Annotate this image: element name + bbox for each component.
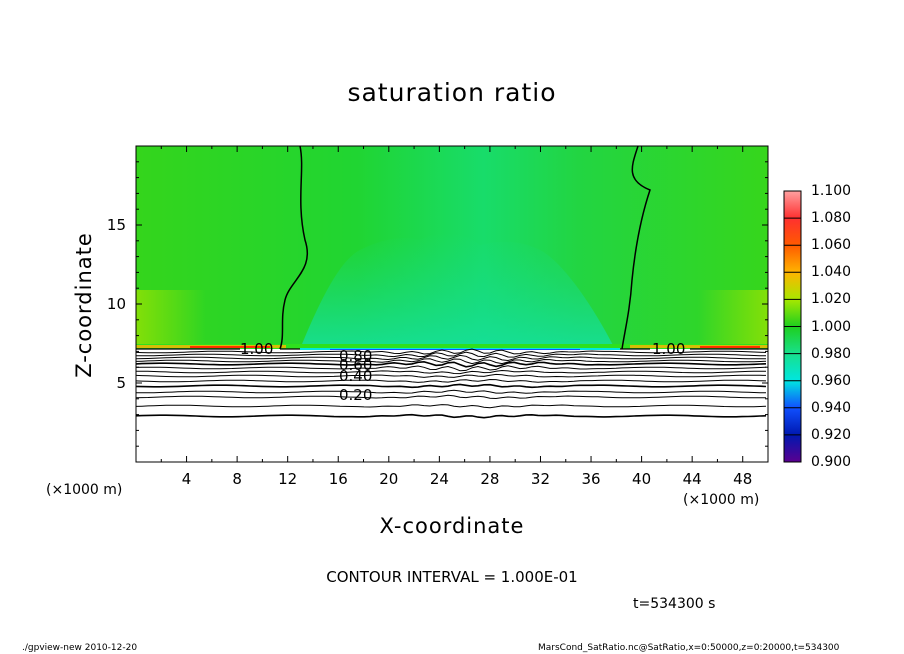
footer-right: MarsCond_SatRatio.nc@SatRatio,x=0:50000,… xyxy=(538,643,840,653)
contour-line-lower xyxy=(136,369,766,375)
x-axis-label: X-coordinate xyxy=(379,514,525,538)
colorbar-tick-label: 1.000 xyxy=(811,318,852,335)
colorbar-tick-label: 0.900 xyxy=(811,454,852,470)
colorbar-tick-label: 1.080 xyxy=(811,210,852,227)
x-tick-label: 32 xyxy=(530,470,551,488)
x-tick-label: 44 xyxy=(682,470,702,488)
colorbar-tick-label: 0.920 xyxy=(811,426,852,443)
contour-line-lower xyxy=(136,383,767,389)
low-saturation-region xyxy=(300,233,615,349)
contour-line-1.00-right xyxy=(621,146,651,350)
x-tick-label: 36 xyxy=(581,470,601,488)
contour-lines-lower xyxy=(136,348,767,419)
colorbar-tick-label: 0.980 xyxy=(811,345,852,362)
x-unit-label: (×1000 m) xyxy=(683,492,760,508)
contour-line-lower xyxy=(136,373,767,378)
y-tick-label: 10 xyxy=(106,295,126,313)
contour-line-lower xyxy=(136,354,767,362)
y-tick-label: 15 xyxy=(106,216,126,234)
contour-line-lower xyxy=(136,378,767,383)
y-unit-label: (×1000 m) xyxy=(46,482,123,498)
colorbar-tick-label: 0.960 xyxy=(811,372,852,389)
contour-line-lower xyxy=(136,365,767,372)
contour-line-lower xyxy=(136,358,767,365)
x-tick-label: 48 xyxy=(733,470,753,488)
y-tick-label: 5 xyxy=(116,374,126,392)
contour-label-0.20: 0.20 xyxy=(339,386,373,404)
contour-interval: CONTOUR INTERVAL = 1.000E-01 xyxy=(326,568,578,586)
x-tick-label: 16 xyxy=(328,470,348,488)
contour-line-lower xyxy=(136,351,767,358)
contour-line-lower xyxy=(136,348,767,355)
colorbar-frame xyxy=(783,190,802,463)
x-tick-label: 20 xyxy=(379,470,399,488)
colorbar-tick-label: 1.020 xyxy=(811,291,852,308)
x-tick-label: 40 xyxy=(632,470,652,488)
colorbar-tick-label: 1.060 xyxy=(811,237,852,254)
colorbar-tick-label: 0.940 xyxy=(811,399,852,416)
x-tick-label: 8 xyxy=(232,470,242,488)
contour-line-lower xyxy=(136,389,767,394)
contour-label-0.80: 0.80 xyxy=(339,347,373,365)
x-tick-label: 12 xyxy=(278,470,298,488)
contour-line-lower xyxy=(136,360,767,368)
footer-left: ./gpview-new 2010-12-20 xyxy=(22,643,138,653)
contour-line-lower xyxy=(136,394,767,400)
time-stamp: t=534300 s xyxy=(633,596,716,612)
x-tick-label: 28 xyxy=(480,470,500,488)
x-tick-label: 4 xyxy=(181,470,192,488)
colorbar-tick-label: 1.100 xyxy=(811,183,852,199)
x-tick-label: 24 xyxy=(429,470,449,488)
chart-title: saturation ratio xyxy=(347,78,557,107)
y-axis-label: Z-coordinate xyxy=(72,232,96,378)
colorbar-tick-label: 1.040 xyxy=(811,264,852,281)
contour-line-lower xyxy=(136,404,767,409)
contour-line-lower xyxy=(136,413,767,419)
contour-line-1.00-left xyxy=(279,146,308,350)
contour-label-0.60: 0.60 xyxy=(339,356,373,374)
contour-label-1.00-left: 1.00 xyxy=(240,340,274,358)
contour-label-1.00-right: 1.00 xyxy=(652,340,686,358)
contour-label-0.40: 0.40 xyxy=(339,367,373,385)
